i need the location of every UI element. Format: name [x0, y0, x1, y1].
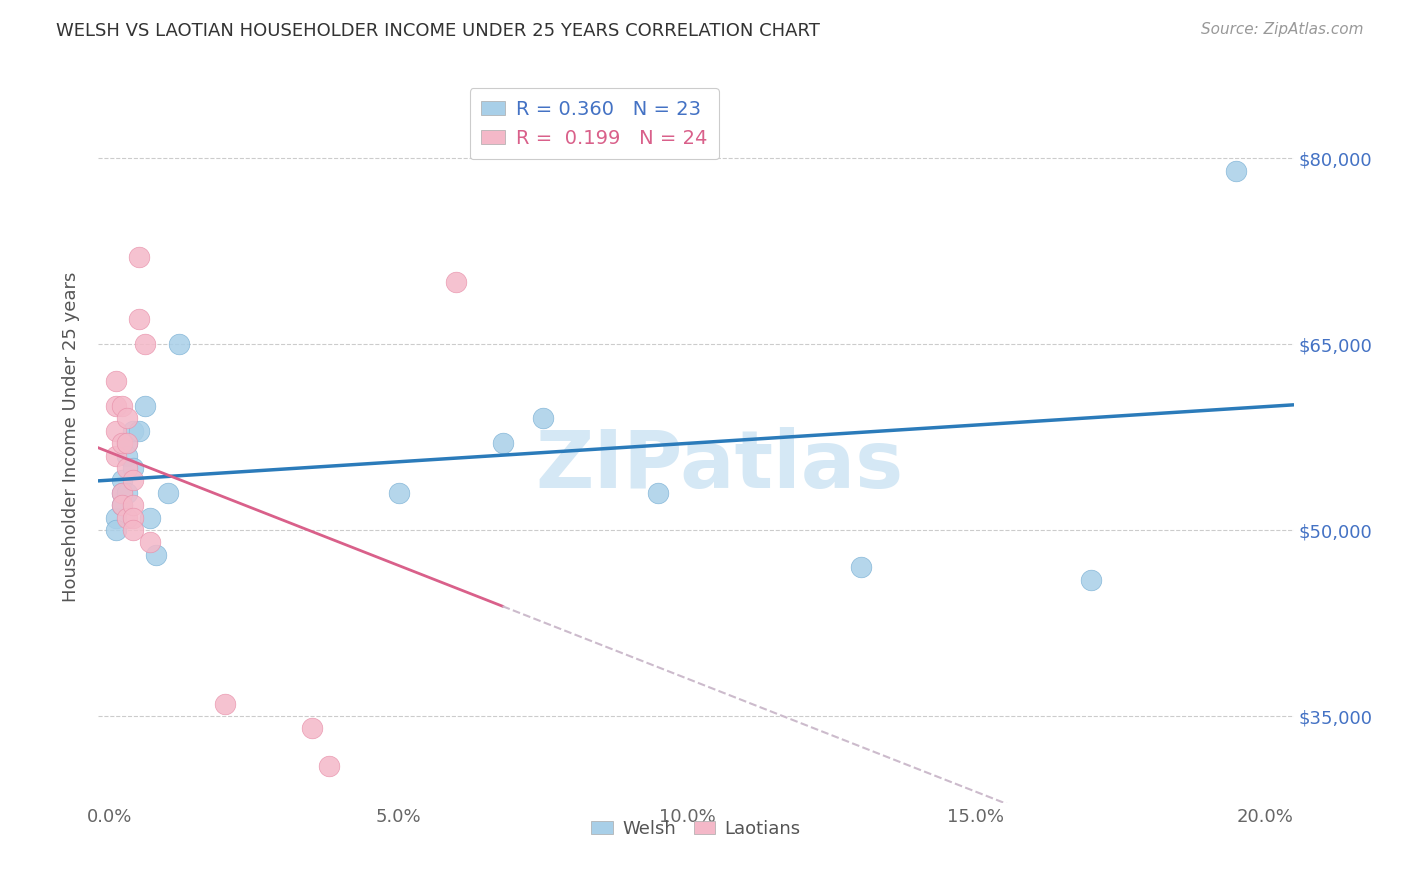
Point — [1080, 573, 1102, 587]
Point — [128, 312, 150, 326]
Legend: Welsh, Laotians: Welsh, Laotians — [583, 813, 808, 845]
Point — [122, 461, 145, 475]
Y-axis label: Householder Income Under 25 years: Householder Income Under 25 years — [62, 272, 80, 602]
Point — [110, 399, 132, 413]
Point — [110, 498, 132, 512]
Point — [110, 436, 132, 450]
Text: Source: ZipAtlas.com: Source: ZipAtlas.com — [1201, 22, 1364, 37]
Point — [110, 474, 132, 488]
Point — [139, 510, 162, 524]
Point — [117, 486, 139, 500]
Point — [104, 510, 127, 524]
Point — [134, 337, 156, 351]
Point — [128, 424, 150, 438]
Point — [318, 758, 340, 772]
Point — [1225, 163, 1247, 178]
Point — [110, 486, 132, 500]
Point — [122, 498, 145, 512]
Point — [104, 424, 127, 438]
Point — [110, 486, 132, 500]
Point — [117, 411, 139, 425]
Point — [156, 486, 179, 500]
Point — [104, 449, 127, 463]
Point — [531, 411, 554, 425]
Point — [128, 250, 150, 264]
Point — [117, 436, 139, 450]
Point — [145, 548, 167, 562]
Point — [446, 275, 468, 289]
Point — [117, 510, 139, 524]
Point — [117, 461, 139, 475]
Point — [214, 697, 236, 711]
Point — [122, 510, 145, 524]
Point — [301, 722, 323, 736]
Point — [491, 436, 513, 450]
Point — [122, 523, 145, 537]
Point — [110, 498, 132, 512]
Point — [647, 486, 669, 500]
Point — [117, 436, 139, 450]
Point — [134, 399, 156, 413]
Point — [122, 424, 145, 438]
Point — [849, 560, 872, 574]
Point — [104, 374, 127, 388]
Point — [122, 474, 145, 488]
Point — [139, 535, 162, 549]
Point — [104, 523, 127, 537]
Point — [167, 337, 190, 351]
Text: WELSH VS LAOTIAN HOUSEHOLDER INCOME UNDER 25 YEARS CORRELATION CHART: WELSH VS LAOTIAN HOUSEHOLDER INCOME UNDE… — [56, 22, 820, 40]
Point — [388, 486, 411, 500]
Point — [104, 399, 127, 413]
Text: ZIPatlas: ZIPatlas — [536, 427, 904, 506]
Point — [117, 449, 139, 463]
